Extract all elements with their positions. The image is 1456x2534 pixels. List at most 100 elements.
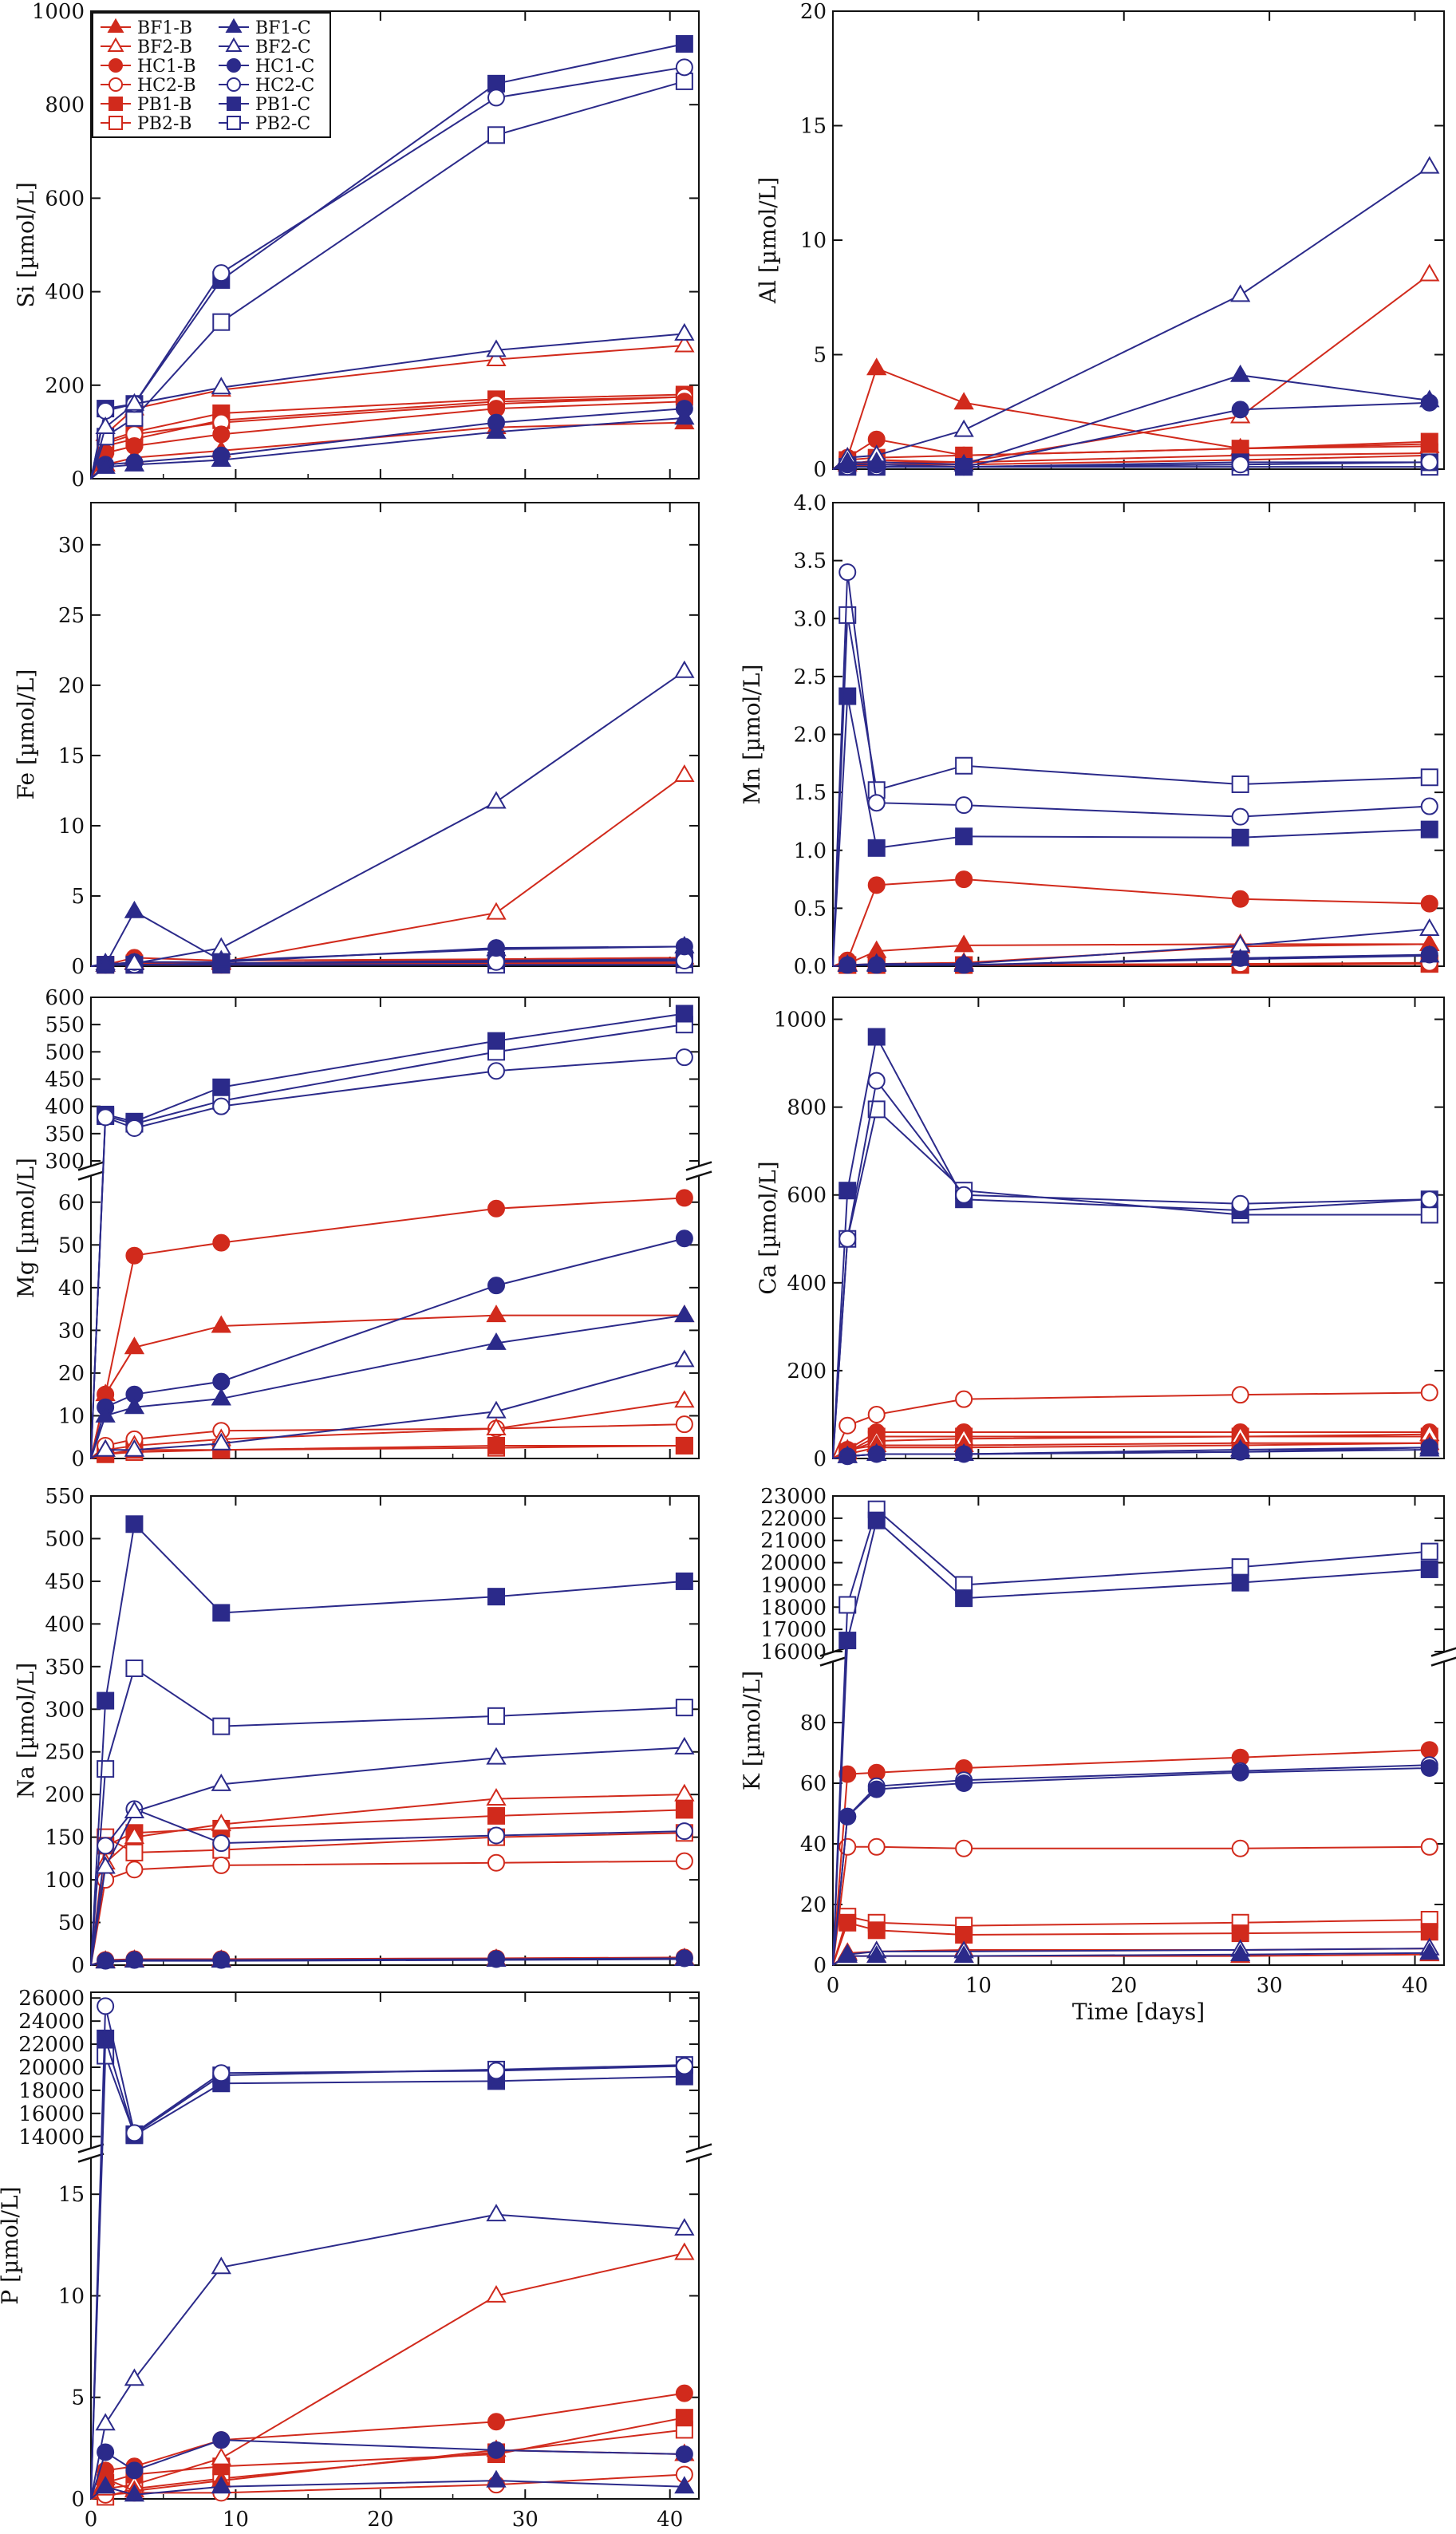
legend-marker xyxy=(109,97,123,111)
series-line xyxy=(90,1832,685,1966)
y-tick-label: 550 xyxy=(45,1013,85,1037)
data-point xyxy=(1420,1206,1438,1224)
series-line xyxy=(90,1056,685,1459)
data-point xyxy=(674,1783,695,1802)
y-axis-label: Na [µmol/L] xyxy=(13,1663,39,1799)
y-tick-label: 2.0 xyxy=(794,724,827,748)
legend-item: BF1-C xyxy=(219,18,311,38)
data-point xyxy=(674,2217,695,2236)
data-point xyxy=(1231,1573,1249,1592)
legend-item: PB2-C xyxy=(219,114,310,134)
data-point xyxy=(486,1747,507,1765)
data-point xyxy=(953,419,974,437)
y-tick-label: 100 xyxy=(45,1869,85,1893)
data-point xyxy=(953,1945,974,1964)
legend-label: HC1-B xyxy=(137,57,196,77)
data-point xyxy=(95,1856,116,1874)
y-tick-label: 0 xyxy=(71,2488,85,2512)
data-point xyxy=(487,1436,505,1454)
panel-k: 0 10 20 30 40 0 20 40 60 80 1600017000180001900020… xyxy=(739,1485,1456,2025)
y-tick-label: 10 xyxy=(58,2284,85,2308)
series-line xyxy=(90,1012,685,1459)
data-point xyxy=(674,1349,695,1368)
series-line xyxy=(90,2213,685,2500)
series-line xyxy=(90,1314,685,1459)
data-point xyxy=(211,1773,231,1791)
series-BF2-C xyxy=(90,322,695,480)
y-tick-label: 5 xyxy=(71,885,85,909)
data-point xyxy=(867,1837,886,1856)
data-point xyxy=(1420,768,1438,787)
data-point xyxy=(675,35,693,53)
data-point xyxy=(1419,918,1440,936)
series-HC2-B xyxy=(832,1383,1438,1459)
y-tick-label: 200 xyxy=(45,374,85,398)
y-tick-label: 16000 xyxy=(760,1640,827,1664)
data-point xyxy=(866,1945,887,1964)
data-point xyxy=(124,1439,145,1457)
panel-mg: 0 10 20 30 40 50 60 300 350 400 450 500 550 600 Mg [µm… xyxy=(13,986,712,1471)
legend-label: PB2-C xyxy=(255,114,310,134)
data-point xyxy=(866,451,887,469)
data-point xyxy=(486,339,507,357)
series-PB1-C xyxy=(90,1515,693,1966)
data-point xyxy=(1419,389,1440,408)
legend-label: HC2-C xyxy=(255,76,314,96)
data-point xyxy=(486,1788,507,1806)
y-tick-label: 400 xyxy=(45,281,85,305)
legend-item: PB1-C xyxy=(219,95,310,115)
data-point xyxy=(124,2368,145,2386)
series-BF2-C xyxy=(90,2204,695,2500)
panel-frame xyxy=(90,997,700,1459)
legend-label: PB1-C xyxy=(255,95,310,115)
axis-break-mark xyxy=(685,2143,712,2153)
data-point xyxy=(1231,807,1249,826)
x-tick-label: 30 xyxy=(512,2508,539,2532)
series-HC1-C xyxy=(832,945,1438,974)
series-PB1-C xyxy=(832,1511,1438,1966)
data-point xyxy=(675,2445,693,2463)
series-line xyxy=(90,2055,685,2500)
data-point xyxy=(675,1852,693,1870)
y-tick-label: 15 xyxy=(58,744,85,768)
data-point xyxy=(1419,156,1440,174)
data-point xyxy=(486,2284,507,2303)
data-point xyxy=(675,2057,693,2075)
panel-frame xyxy=(832,997,1445,1459)
legend-label: PB2-B xyxy=(137,114,192,134)
y-tick-label: 22000 xyxy=(18,2033,85,2057)
y-tick-label: 400 xyxy=(787,1272,827,1296)
data-point xyxy=(97,1691,115,1710)
axis-break-mark xyxy=(819,1656,846,1667)
data-point xyxy=(487,89,505,107)
data-point xyxy=(866,357,887,376)
data-point xyxy=(125,1246,144,1265)
y-tick-label: 0 xyxy=(71,955,85,979)
y-tick-label: 21000 xyxy=(760,1529,827,1553)
data-point xyxy=(124,1396,145,1415)
data-point xyxy=(487,1277,505,1295)
data-point xyxy=(1419,945,1440,963)
data-point xyxy=(675,1436,693,1454)
data-point xyxy=(211,2256,231,2275)
x-tick-label: 0 xyxy=(85,2508,98,2532)
series-BF2-B xyxy=(832,263,1440,472)
series-HC2-C xyxy=(90,1800,693,1966)
series-HC2-B xyxy=(90,1415,693,1459)
y-tick-label: 600 xyxy=(45,986,85,1010)
series-HC2-B xyxy=(90,388,693,480)
y-tick-label: 300 xyxy=(45,1698,85,1722)
data-point xyxy=(838,1182,857,1200)
y-tick-label: 20 xyxy=(800,0,827,24)
x-tick-label: 40 xyxy=(1402,1974,1428,1998)
data-point xyxy=(212,1604,231,1622)
legend-item: HC1-B xyxy=(101,57,196,77)
series-BF1-C xyxy=(90,407,695,480)
data-point xyxy=(838,1765,857,1783)
series-line xyxy=(832,166,1430,470)
y-tick-label: 4.0 xyxy=(794,491,827,515)
y-tick-label: 30 xyxy=(58,534,85,558)
legend-item: PB1-B xyxy=(101,95,192,115)
data-point xyxy=(867,1405,886,1423)
y-tick-label: 22000 xyxy=(760,1507,827,1531)
